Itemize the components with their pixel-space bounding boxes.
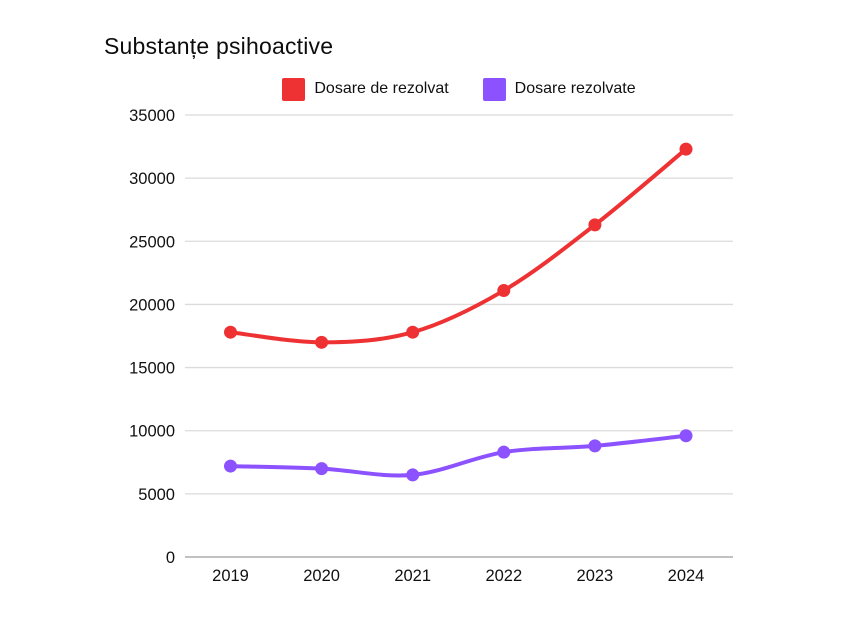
series-line	[228, 433, 688, 478]
data-point	[224, 459, 237, 473]
legend-item-dosare-de-rezolvat: Dosare de rezolvat	[282, 77, 449, 101]
x-tick-label: 2022	[485, 567, 522, 585]
y-tick-label: 35000	[129, 107, 175, 125]
x-tick-label: 2021	[394, 567, 431, 585]
data-point	[679, 429, 693, 443]
legend-label: Dosare de rezolvat	[314, 80, 449, 97]
data-point	[588, 439, 602, 453]
data-point	[315, 335, 329, 349]
data-point	[497, 445, 511, 459]
data-point	[406, 468, 420, 482]
data-point	[315, 462, 329, 476]
y-tick-label: 15000	[129, 360, 175, 378]
data-point	[679, 142, 693, 156]
data-point	[224, 325, 237, 339]
legend-item-dosare-rezolvate: Dosare rezolvate	[482, 77, 636, 101]
y-tick-label: 10000	[129, 423, 175, 441]
data-point	[406, 325, 420, 339]
legend-swatch-red	[282, 77, 306, 101]
x-tick-label: 2019	[212, 567, 249, 585]
data-point	[497, 284, 511, 298]
legend-label: Dosare rezolvate	[514, 80, 636, 97]
y-tick-label: 5000	[138, 486, 175, 504]
y-tick-label: 20000	[129, 296, 175, 314]
chart-legend: Dosare de rezolvat Dosare rezolvate	[185, 76, 733, 102]
y-tick-label: 0	[166, 549, 175, 567]
legend-swatch-purple	[482, 77, 506, 101]
x-tick-label: 2023	[577, 567, 614, 585]
chart-title: Substanțe psihoactive	[104, 33, 334, 59]
y-tick-label: 30000	[129, 170, 175, 188]
x-tick-label: 2024	[668, 567, 705, 585]
y-tick-label: 25000	[129, 233, 175, 251]
x-tick-label: 2020	[303, 567, 340, 585]
data-point	[588, 218, 602, 232]
